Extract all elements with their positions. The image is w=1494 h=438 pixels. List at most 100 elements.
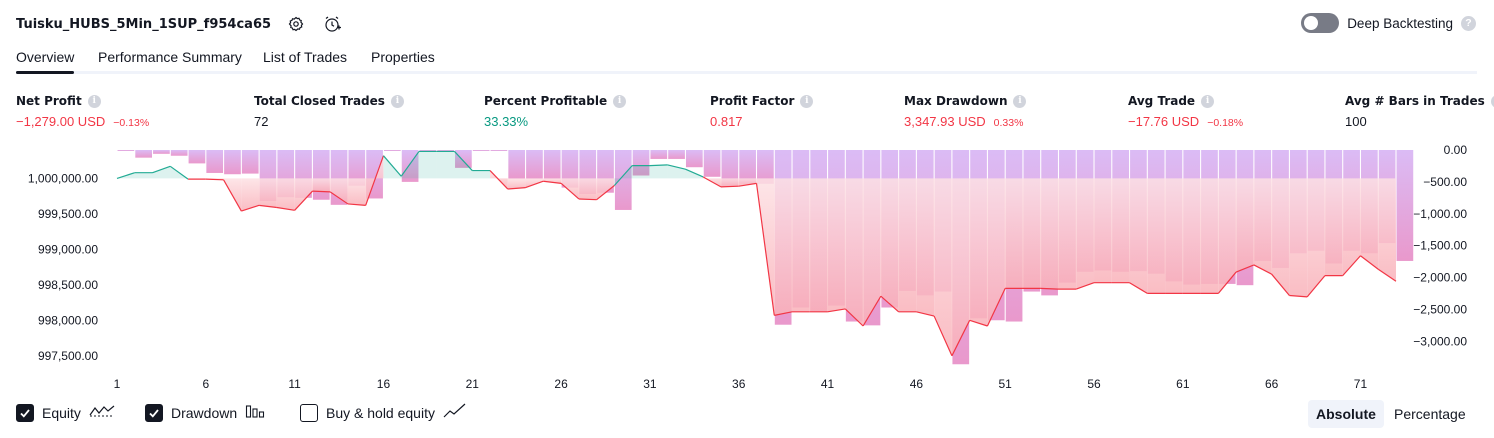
equity-fill: [525, 178, 544, 188]
equity-fill: [365, 155, 384, 206]
equity-fill: [1005, 178, 1023, 289]
legend-buy-hold[interactable]: Buy & hold equity: [300, 403, 467, 422]
y-left-tick-label: 997,500.00: [38, 349, 98, 363]
equity-fill: [792, 178, 810, 312]
question-mark-icon[interactable]: ?: [1461, 15, 1476, 31]
y-right-tick-label: −1,500.00: [1413, 239, 1467, 253]
tab-performance-summary[interactable]: Performance Summary: [98, 49, 242, 65]
drawdown-bar: [170, 150, 188, 156]
x-tick-label: 56: [1087, 377, 1101, 391]
equity-line: [827, 308, 846, 313]
equity-fill: [578, 178, 597, 200]
equity-fill: [347, 178, 366, 206]
equity-line: [294, 190, 313, 211]
equity-line: [1129, 282, 1148, 294]
percentage-button[interactable]: Percentage: [1394, 406, 1466, 422]
metric-label: Max Drawdown: [904, 94, 1008, 108]
drawdown-bar: [224, 150, 241, 175]
equity-fill: [1271, 178, 1290, 296]
drawdown-bar: [668, 150, 685, 159]
equity-line: [329, 191, 349, 205]
equity-fill: [845, 178, 864, 326]
x-tick-label: 66: [1265, 377, 1279, 391]
equity-fill: [134, 172, 153, 179]
equity-line: [1076, 282, 1095, 290]
equity-line: [507, 187, 526, 190]
metric-label: Avg # Bars in Trades: [1345, 94, 1485, 108]
info-icon[interactable]: i: [1490, 94, 1494, 108]
metric-profit-factor: Profit Factor i 0.817: [710, 94, 814, 129]
legend-drawdown[interactable]: Drawdown: [145, 403, 265, 422]
equity-line: [1271, 273, 1290, 296]
y-left-tick-label: 998,500.00: [38, 278, 98, 292]
info-icon[interactable]: i: [87, 94, 101, 108]
drawdown-bar: [739, 150, 756, 184]
equity-line: [844, 308, 864, 327]
equity-fill: [738, 178, 757, 187]
metric-max-drawdown: Max Drawdown i 3,347.93 USD 0.33%: [904, 94, 1027, 129]
absolute-button[interactable]: Absolute: [1308, 400, 1384, 428]
equity-fill: [1218, 178, 1237, 294]
drawdown-bar: [508, 150, 526, 179]
info-icon[interactable]: i: [1201, 94, 1215, 108]
equity-line: [755, 183, 775, 316]
drawdown-bar: [135, 150, 152, 158]
info-icon[interactable]: i: [390, 94, 404, 108]
equity-drawdown-chart[interactable]: 1,000,000.00 999,500.00 999,000.00 998,500.…: [0, 140, 1494, 396]
equity-line: [578, 198, 597, 201]
info-icon[interactable]: i: [613, 94, 627, 108]
x-tick-label: 6: [202, 377, 209, 391]
equity-line: [560, 182, 580, 200]
tab-properties[interactable]: Properties: [371, 49, 435, 65]
info-icon[interactable]: i: [800, 94, 814, 108]
x-tick-label: 16: [377, 377, 391, 391]
gear-icon[interactable]: [285, 13, 307, 35]
metric-label: Net Profit: [16, 94, 82, 108]
equity-line: [543, 180, 562, 184]
metric-value: 33.33%: [484, 114, 529, 129]
drawdown-bar: [1396, 150, 1414, 261]
equity-fill: [1058, 178, 1077, 290]
equity-line: [880, 295, 900, 313]
equity-fill: [1360, 178, 1379, 270]
metric-percent: −0.13%: [113, 117, 150, 129]
legend-equity[interactable]: Equity: [16, 403, 115, 422]
drawdown-bar: [526, 150, 543, 179]
equity-fill: [1022, 178, 1041, 289]
drawdown-bar: [419, 150, 437, 151]
equity-line: [205, 178, 224, 181]
equity-line: [596, 185, 615, 201]
equity-line-icon: [89, 403, 115, 422]
buy-hold-checkbox[interactable]: [300, 403, 318, 422]
strategy-name: Tuisku_HUBS_5Min_1SUP_f954ca65: [16, 16, 272, 32]
equity-fill: [1147, 178, 1166, 294]
drawdown-checkbox[interactable]: [145, 403, 163, 422]
metric-label: Total Closed Trades: [254, 94, 385, 108]
equity-checkbox[interactable]: [16, 403, 34, 422]
tab-list-of-trades[interactable]: List of Trades: [263, 49, 348, 65]
equity-fill: [276, 178, 295, 211]
y-left-tick-label: 998,000.00: [38, 313, 98, 327]
equity-line: [667, 164, 686, 170]
metric-net-profit: Net Profit i −1,279.00 USD −0.13%: [16, 94, 149, 129]
equity-fill: [472, 170, 491, 179]
deep-backtesting-toggle[interactable]: [1301, 13, 1340, 33]
equity-line: [951, 320, 971, 357]
equity-fill: [809, 178, 828, 312]
equity-line: [1342, 255, 1361, 277]
tab-overview[interactable]: Overview: [16, 49, 75, 74]
legend-label: Drawdown: [171, 404, 238, 421]
drawdown-bar: [703, 150, 721, 177]
equity-line: [720, 185, 739, 188]
equity-fill: [720, 178, 739, 187]
metric-total-closed-trades: Total Closed Trades i 72: [254, 94, 404, 129]
metric-value: 72: [254, 114, 269, 129]
equity-fill: [436, 151, 455, 179]
equity-fill: [880, 178, 899, 312]
drawdown-bar: [437, 150, 454, 151]
equity-fill: [827, 178, 846, 312]
alarm-clock-plus-icon[interactable]: [321, 13, 343, 35]
info-icon[interactable]: i: [1013, 94, 1027, 108]
equity-line: [969, 319, 988, 327]
drawdown-bar: [383, 150, 401, 151]
